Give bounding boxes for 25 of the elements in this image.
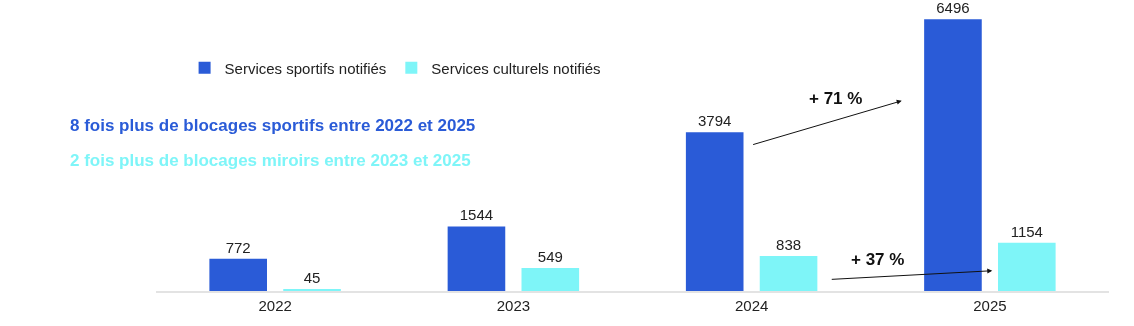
data-label: 838 (776, 235, 802, 253)
annotation: + 37 % (851, 250, 905, 269)
bar (209, 258, 267, 291)
data-label: 1544 (459, 206, 494, 224)
data-label: 45 (303, 269, 321, 287)
data-label: 1154 (1010, 222, 1043, 240)
x-tick-label: 2022 (258, 297, 292, 314)
annotation: 8 fois plus de blocages sportifs entre 2022 et 2025 (70, 116, 476, 135)
bar (447, 226, 506, 291)
x-tick-label: 2023 (496, 297, 531, 314)
annotation: 2 fois plus de blocages miroirs entre 2023 et 2025 (70, 151, 471, 170)
bar (521, 268, 580, 291)
bar (759, 255, 818, 291)
data-label: 3794 (698, 112, 732, 130)
data-label: 6496 (936, 0, 970, 17)
data-label: 772 (225, 238, 251, 256)
data-label: 549 (537, 248, 563, 266)
x-tick-label: 2024 (734, 297, 769, 314)
bar (685, 132, 744, 291)
bar (998, 242, 1056, 291)
bar (924, 19, 982, 291)
x-tick-label: 2025 (973, 297, 1007, 314)
legend-label: Services sportifs notifiés (224, 59, 387, 77)
legend-label: Services culturels notifiés (431, 59, 601, 77)
annotation: + 71 % (809, 89, 863, 108)
